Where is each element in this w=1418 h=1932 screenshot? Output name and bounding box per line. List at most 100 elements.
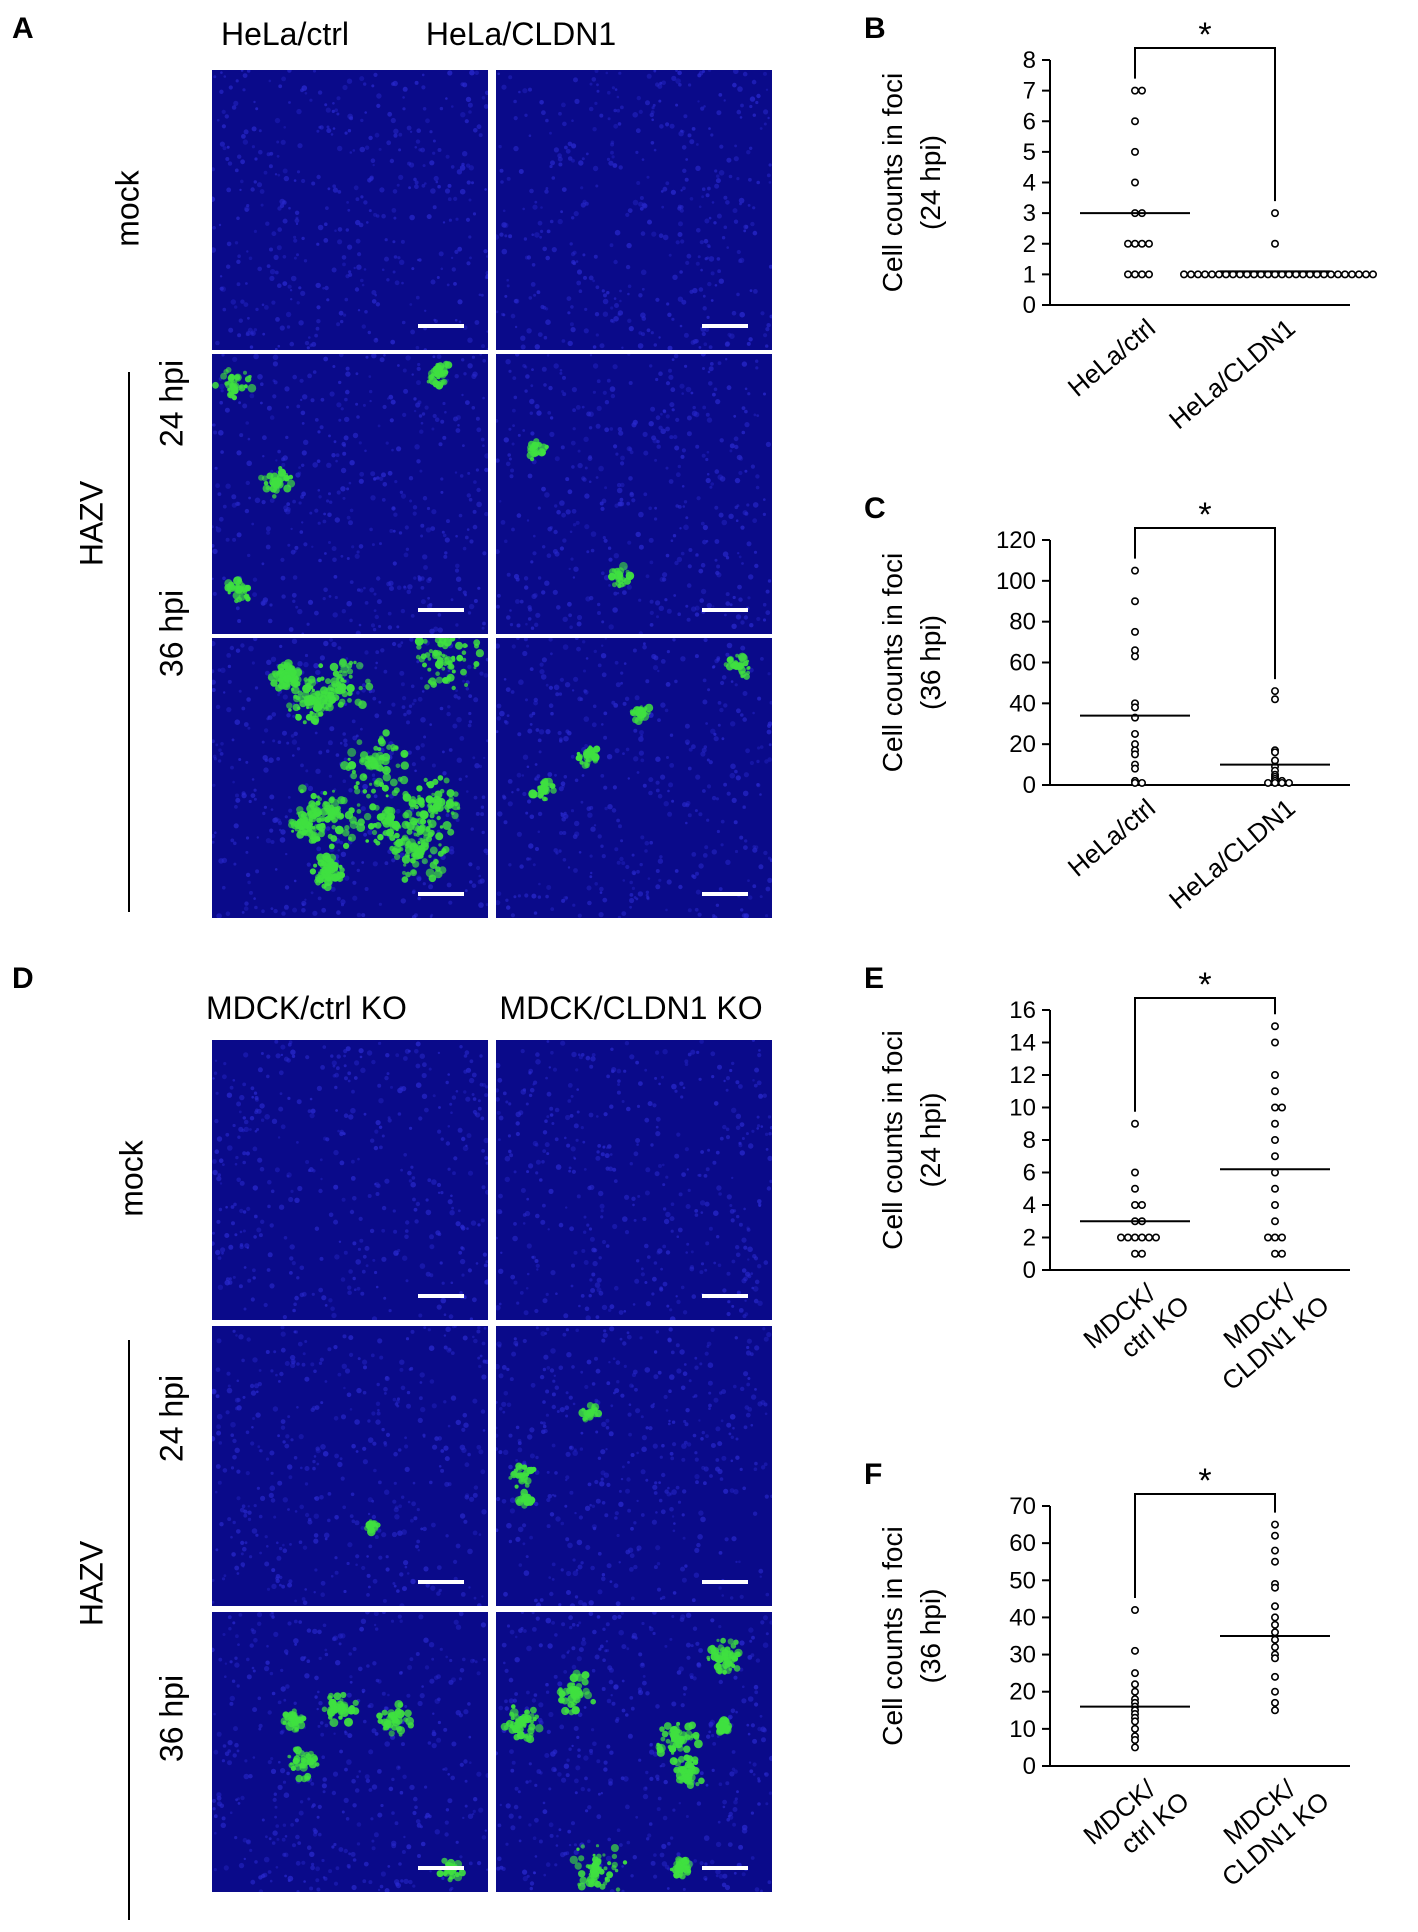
column-header-mdck-ctrl-ko: MDCK/ctrl KO (206, 990, 407, 1026)
data-point (1277, 778, 1286, 787)
data-point (1270, 1119, 1279, 1128)
data-point (1131, 86, 1140, 95)
y-tick-label: 20 (1009, 731, 1036, 758)
data-point (1270, 1602, 1279, 1611)
micrograph-hela-cldn1-36hpi (496, 638, 772, 918)
data-point (1270, 1620, 1279, 1629)
data-point (1131, 1201, 1140, 1210)
scale-bar (702, 608, 748, 612)
data-point (1151, 1233, 1160, 1242)
data-point (1263, 1233, 1272, 1242)
data-point (1131, 1680, 1140, 1689)
y-axis-label: Cell counts in foci (877, 553, 908, 772)
row-label-24hpi-d: 24 hpi (153, 1374, 190, 1463)
data-point (1179, 270, 1188, 279)
data-point (1270, 748, 1279, 757)
data-point (1131, 1717, 1140, 1726)
data-point (1270, 1698, 1279, 1707)
data-point (1270, 1201, 1279, 1210)
data-point (1131, 1249, 1140, 1258)
data-point (1144, 1233, 1153, 1242)
y-axis-label: (36 hpi) (915, 615, 946, 710)
scale-bar (702, 1294, 748, 1298)
micrograph-mdck-ctrl-24hpi (212, 1326, 488, 1606)
y-axis-label: Cell counts in foci (877, 1526, 908, 1745)
data-point (1131, 1119, 1140, 1128)
data-point (1131, 566, 1140, 575)
row-label-mock-d: mock (113, 1140, 150, 1217)
y-tick-label: 10 (1009, 1716, 1036, 1743)
data-point (1270, 1249, 1279, 1258)
y-tick-label: 70 (1009, 1493, 1036, 1520)
data-point (1270, 1643, 1279, 1652)
data-point (1131, 729, 1140, 738)
data-point (1124, 270, 1133, 279)
significance-star: * (1198, 16, 1211, 54)
column-header-hela-ctrl: HeLa/ctrl (220, 16, 350, 52)
y-axis-label: Cell counts in foci (877, 73, 908, 292)
data-point (1354, 270, 1363, 279)
micrograph-mdck-cldn1-24hpi (496, 1326, 772, 1606)
data-point (1361, 270, 1370, 279)
x-category-label: HeLa/CLDN1 (1163, 313, 1301, 435)
micrograph-mdck-cldn1-36hpi (496, 1612, 772, 1892)
significance-star: * (1198, 966, 1211, 1004)
data-point (1277, 1233, 1286, 1242)
data-point (1270, 1103, 1279, 1112)
y-tick-label: 6 (1023, 1160, 1036, 1187)
data-point (1131, 1606, 1140, 1615)
y-tick-label: 3 (1023, 200, 1036, 227)
group-label-hazv-a: HAZV (73, 480, 110, 567)
data-point (1270, 1583, 1279, 1592)
data-point (1117, 1233, 1126, 1242)
scale-bar (702, 892, 748, 896)
data-point (1131, 239, 1140, 248)
y-tick-label: 4 (1023, 1192, 1036, 1219)
data-point (1124, 239, 1133, 248)
data-point (1131, 778, 1140, 787)
data-point (1270, 1136, 1279, 1145)
data-point (1368, 270, 1377, 279)
data-point (1270, 1613, 1279, 1622)
panel-letter-c: C (864, 492, 886, 525)
data-point (1270, 1557, 1279, 1566)
scale-bar (702, 1866, 748, 1870)
y-tick-label: 60 (1009, 1530, 1036, 1557)
y-tick-label: 80 (1009, 609, 1036, 636)
data-point (1144, 239, 1153, 248)
data-point (1137, 270, 1146, 279)
data-point (1270, 778, 1279, 787)
y-tick-label: 6 (1023, 108, 1036, 135)
y-tick-label: 8 (1023, 1127, 1036, 1154)
data-point (1347, 270, 1356, 279)
data-point (1270, 1038, 1279, 1047)
scale-bar (418, 892, 464, 896)
data-point (1270, 1672, 1279, 1681)
data-point (1131, 764, 1140, 773)
y-tick-label: 40 (1009, 1604, 1036, 1631)
data-point (1270, 1071, 1279, 1080)
significance-star: * (1198, 496, 1211, 534)
data-point (1200, 270, 1209, 279)
row-label-36hpi-a: 36 hpi (153, 589, 190, 678)
scale-bar (418, 1580, 464, 1584)
scale-bar (418, 1866, 464, 1870)
significance-bracket (1134, 527, 1276, 680)
y-tick-label: 0 (1023, 1257, 1036, 1284)
significance-bracket (1134, 47, 1276, 202)
row-label-36hpi-d: 36 hpi (153, 1674, 190, 1763)
scale-bar (702, 1580, 748, 1584)
micrograph-hela-ctrl-36hpi (212, 638, 488, 918)
data-point (1131, 652, 1140, 661)
data-point (1131, 1184, 1140, 1193)
data-point (1277, 1249, 1286, 1258)
group-label-hazv-d: HAZV (73, 1540, 110, 1627)
data-point (1270, 1520, 1279, 1529)
data-point (1270, 1706, 1279, 1715)
data-point (1263, 778, 1272, 787)
y-tick-label: 100 (996, 568, 1036, 595)
data-point (1131, 178, 1140, 187)
data-point (1131, 1646, 1140, 1655)
data-point (1131, 147, 1140, 156)
data-point (1186, 270, 1195, 279)
